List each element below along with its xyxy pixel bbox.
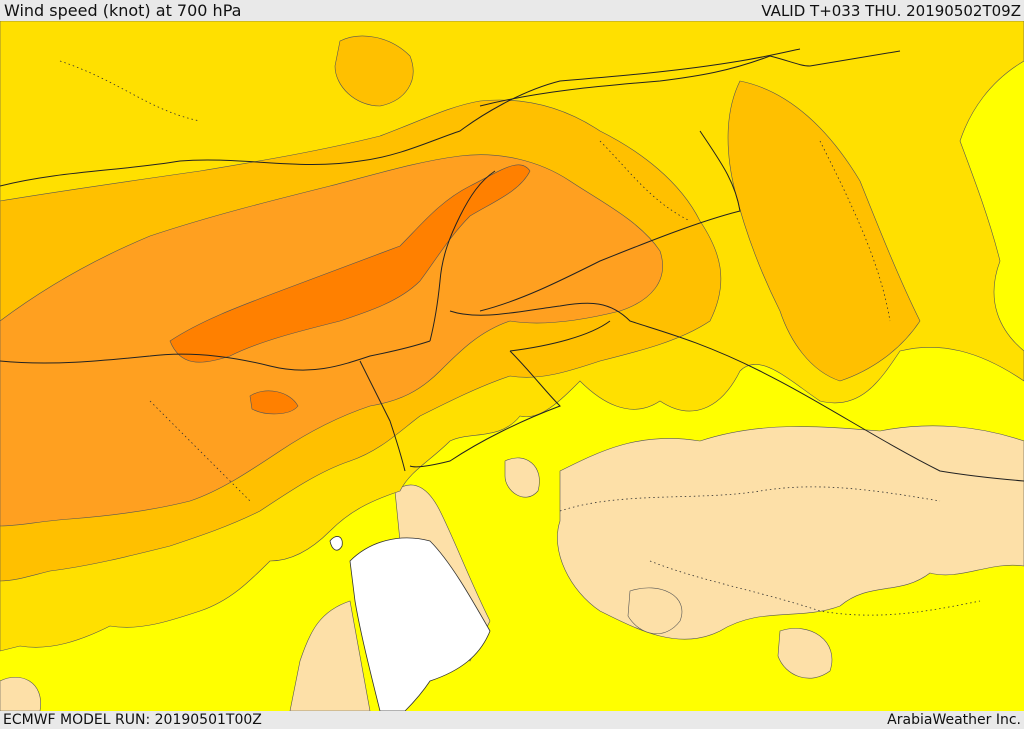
levant-coast	[429, 170, 496, 342]
map-title: Wind speed (knot) at 700 hPa	[4, 1, 242, 20]
band-lowest-egypt	[289, 600, 371, 711]
syria-iraq-border	[479, 50, 901, 107]
gulf-of-suez	[329, 536, 343, 551]
band-lowest-patch4	[0, 676, 41, 711]
model-run: ECMWF MODEL RUN: 20190501T00Z	[3, 712, 262, 728]
band-lowest-patch1	[627, 587, 683, 635]
jordan-border	[449, 302, 1024, 482]
band-high-north	[334, 35, 414, 107]
band-highest	[169, 164, 531, 363]
band-higher	[0, 154, 663, 527]
red-sea	[349, 537, 491, 711]
wind-speed-map	[0, 21, 1024, 711]
sinai-border	[359, 360, 406, 472]
turkey-coast	[0, 48, 801, 187]
mediterranean-coast	[0, 340, 431, 371]
footer-bar	[0, 711, 1024, 729]
header-bar	[0, 0, 1024, 21]
iraq-border-south	[479, 130, 741, 312]
dotted-lines	[59, 60, 981, 616]
borders	[0, 48, 1024, 482]
credit: ArabiaWeather Inc.	[887, 712, 1021, 728]
valid-time: VALID T+033 THU. 20190502T09Z	[761, 2, 1021, 20]
jordan-saudi-border	[409, 320, 611, 468]
band-highest-patch	[249, 390, 299, 415]
band-lowest-patch3	[504, 457, 540, 498]
band-lowest-patch2	[777, 628, 833, 679]
